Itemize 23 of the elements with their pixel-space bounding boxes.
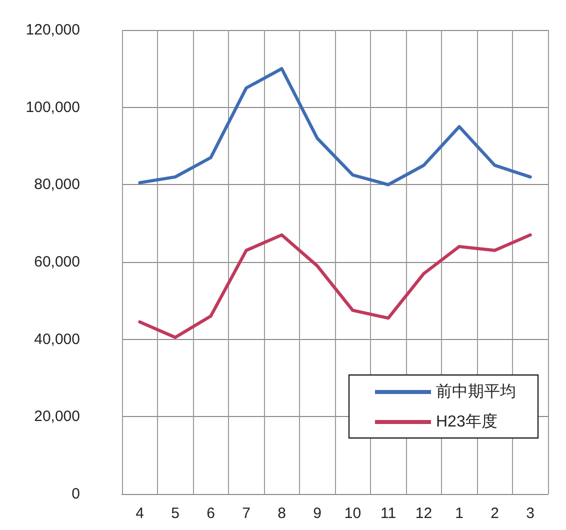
y-tick-label: 40,000: [34, 330, 80, 348]
y-tick-label: 20,000: [34, 408, 80, 426]
x-tick-label: 5: [171, 505, 180, 522]
y-tick-label: 80,000: [34, 176, 80, 194]
x-tick-label: 4: [136, 505, 144, 522]
x-tick-label: 6: [206, 505, 215, 522]
line-series: [138, 67, 532, 186]
y-tick-label: 120,000: [26, 22, 80, 38]
x-tick-label: 11: [380, 505, 396, 522]
x-tick-label: 10: [344, 505, 362, 522]
x-tick-label: 2: [490, 505, 499, 522]
line-series: [138, 233, 532, 339]
y-tick-label: 100,000: [26, 98, 80, 116]
x-tick-label: 1: [455, 505, 464, 522]
x-tick-label: 3: [526, 505, 534, 522]
x-tick-label: 9: [313, 505, 322, 522]
y-tick-label: 0: [72, 486, 80, 502]
x-tick-label: 8: [278, 505, 286, 522]
x-tick-label: 7: [242, 505, 250, 522]
legend-label: H23年度: [436, 412, 498, 430]
y-tick-label: 60,000: [34, 254, 80, 270]
legend-label: 前中期平均: [436, 382, 516, 400]
x-tick-label: 12: [415, 505, 432, 522]
